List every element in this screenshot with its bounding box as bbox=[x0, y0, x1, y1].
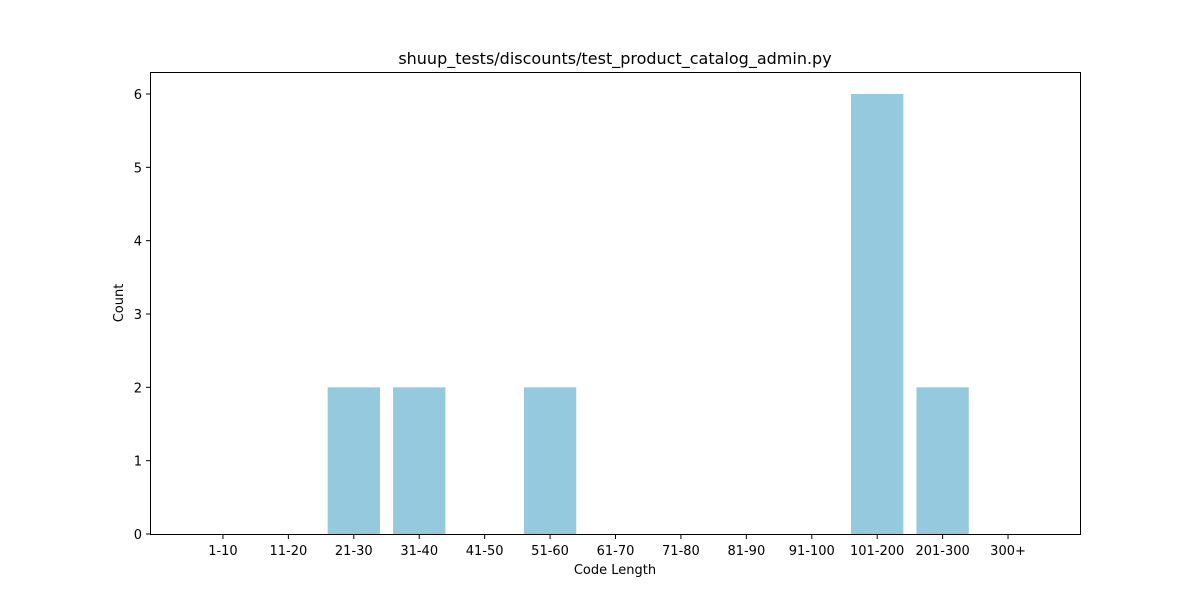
y-axis: 0 1 2 3 4 5 6 bbox=[134, 88, 151, 543]
y-tick-label: 6 bbox=[134, 88, 142, 103]
bar-31-40 bbox=[393, 387, 446, 534]
x-tick-label: 300+ bbox=[990, 544, 1026, 559]
x-axis: 1-10 11-20 21-30 31-40 41-50 51-60 61-70 71-80 8… bbox=[208, 534, 1026, 559]
x-tick-label: 101-200 bbox=[850, 544, 904, 559]
chart-title: shuup_tests/discounts/test_product_catal… bbox=[398, 49, 831, 69]
x-tick-label: 11-20 bbox=[269, 544, 307, 559]
bar-51-60 bbox=[523, 387, 577, 534]
x-tick-label: 51-60 bbox=[531, 544, 569, 559]
x-axis-label: Code Length bbox=[574, 563, 656, 578]
x-tick-label: 1-10 bbox=[208, 544, 238, 559]
bar-21-30 bbox=[327, 387, 380, 534]
y-tick-label: 1 bbox=[134, 455, 142, 470]
y-axis-label: Count bbox=[112, 284, 127, 323]
x-tick-label: 71-80 bbox=[662, 544, 700, 559]
y-tick-label: 4 bbox=[134, 235, 142, 250]
x-tick-label: 41-50 bbox=[466, 544, 504, 559]
x-tick-label: 201-300 bbox=[915, 544, 969, 559]
bars-group bbox=[327, 94, 969, 534]
bar-101-200 bbox=[851, 94, 904, 534]
bar-201-300 bbox=[916, 387, 969, 534]
plot-frame bbox=[150, 72, 1081, 535]
y-tick-label: 3 bbox=[134, 308, 142, 323]
x-tick-label: 81-90 bbox=[727, 544, 765, 559]
x-tick-label: 91-100 bbox=[789, 544, 835, 559]
y-tick-label: 5 bbox=[134, 161, 142, 176]
x-tick-label: 21-30 bbox=[335, 544, 373, 559]
x-tick-label: 61-70 bbox=[597, 544, 635, 559]
y-tick-label: 2 bbox=[134, 381, 142, 396]
x-tick-label: 31-40 bbox=[400, 544, 438, 559]
y-tick-label: 0 bbox=[134, 528, 142, 543]
